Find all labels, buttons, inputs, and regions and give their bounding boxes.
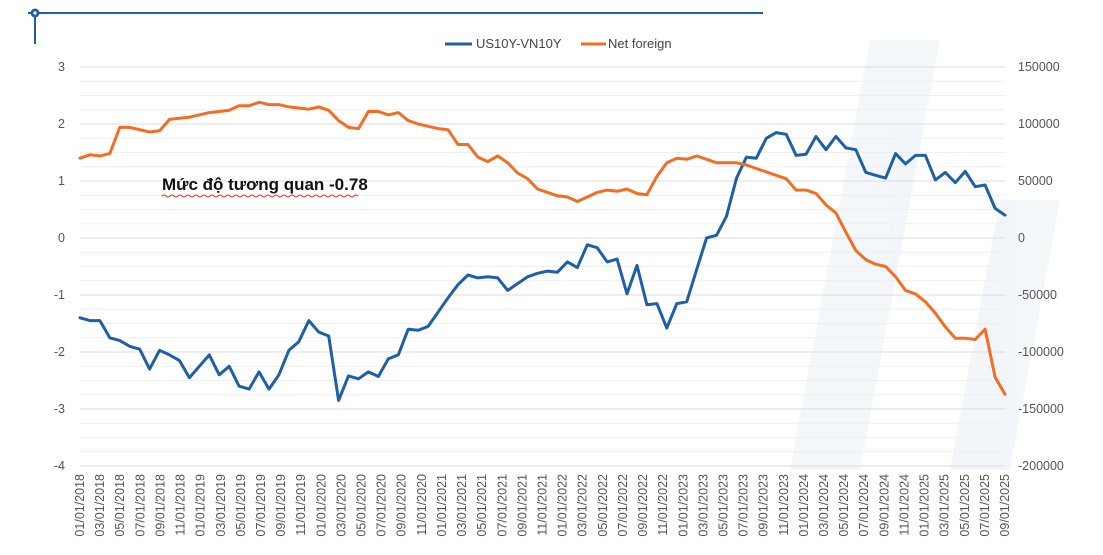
gridlines <box>80 66 1005 467</box>
x-tick-label: 09/01/2018 <box>153 474 167 537</box>
x-tick-label: 07/01/2019 <box>254 474 268 537</box>
x-tick-label: 11/01/2020 <box>415 474 429 536</box>
legend: US10Y-VN10Y Net foreign <box>445 36 672 51</box>
y-left-tick-label: 3 <box>58 60 65 74</box>
x-tick-label: 05/01/2024 <box>837 474 851 537</box>
x-tick-label: 03/01/2024 <box>817 474 831 537</box>
x-tick-label: 07/01/2024 <box>857 474 871 537</box>
x-tick-label: 01/01/2023 <box>676 474 690 537</box>
spellcheck-underline <box>161 194 359 198</box>
y-left-tick-label: -3 <box>54 402 65 416</box>
x-tick-label: 01/01/2019 <box>194 474 208 537</box>
y-left-tick-label: 1 <box>58 174 65 188</box>
x-tick-label: 05/01/2019 <box>234 474 248 537</box>
x-tick-label: 07/01/2023 <box>737 474 751 537</box>
x-tick-label: 11/01/2022 <box>656 474 670 536</box>
x-tick-label: 09/01/2023 <box>757 474 771 537</box>
y-left-tick-label: 0 <box>58 231 65 245</box>
x-tick-label: 07/01/2025 <box>978 474 992 537</box>
x-tick-label: 09/01/2019 <box>274 474 288 537</box>
x-tick-label: 03/01/2023 <box>696 474 710 537</box>
x-tick-label: 09/01/2020 <box>395 474 409 537</box>
x-tick-label: 09/01/2021 <box>515 474 529 537</box>
x-tick-label: 05/01/2018 <box>113 474 127 537</box>
x-tick-label: 07/01/2021 <box>495 474 509 537</box>
header-bar <box>28 8 763 44</box>
x-tick-label: 01/01/2018 <box>73 474 87 537</box>
x-tick-label: 01/01/2025 <box>918 474 932 537</box>
x-tick-label: 03/01/2021 <box>455 474 469 537</box>
y-left-tick-label: -2 <box>54 345 65 359</box>
x-tick-label: 03/01/2018 <box>93 474 107 537</box>
x-tick-label: 11/01/2023 <box>777 474 791 536</box>
x-tick-label: 05/01/2025 <box>958 474 972 537</box>
x-axis: 01/01/2018 03/01/2018 05/01/2018 07/01/2018… <box>73 474 1012 537</box>
x-tick-label: 11/01/2024 <box>897 474 911 536</box>
series-line-net-foreign <box>78 100 1007 396</box>
y-left-tick-label: -4 <box>54 459 65 473</box>
y-right-axis: 150000 100000 50000 0 -50000 -100000 -150000 -2… <box>1018 60 1064 473</box>
y-right-tick-label: -100000 <box>1018 345 1064 359</box>
x-tick-label: 11/01/2019 <box>294 474 308 536</box>
correlation-annotation: Mức độ tương quan -0.78 <box>162 175 368 194</box>
x-tick-label: 03/01/2025 <box>938 474 952 537</box>
x-tick-label: 09/01/2025 <box>998 474 1012 537</box>
x-tick-label: 01/01/2024 <box>797 474 811 537</box>
y-right-tick-label: -50000 <box>1018 288 1057 302</box>
y-right-tick-label: -150000 <box>1018 402 1064 416</box>
watermark <box>790 40 1060 470</box>
y-right-tick-label: 150000 <box>1018 60 1060 74</box>
x-tick-label: 05/01/2022 <box>596 474 610 537</box>
x-tick-label: 09/01/2024 <box>877 474 891 537</box>
series-line-us10y-vn10y <box>78 131 1007 402</box>
x-tick-label: 03/01/2020 <box>334 474 348 537</box>
legend-label-net-foreign: Net foreign <box>608 36 672 51</box>
series-lines <box>78 100 1007 402</box>
x-tick-label: 07/01/2022 <box>616 474 630 537</box>
y-left-axis: 3 2 1 0 -1 -2 -3 -4 <box>54 60 65 473</box>
x-tick-label: 01/01/2021 <box>435 474 449 537</box>
x-tick-label: 05/01/2023 <box>716 474 730 537</box>
y-right-tick-label: 0 <box>1018 231 1025 245</box>
y-right-tick-label: -200000 <box>1018 459 1064 473</box>
y-left-tick-label: -1 <box>54 288 65 302</box>
x-tick-label: 03/01/2019 <box>214 474 228 537</box>
x-tick-label: 01/01/2020 <box>314 474 328 537</box>
x-tick-label: 05/01/2021 <box>475 474 489 537</box>
x-tick-label: 01/01/2022 <box>556 474 570 537</box>
x-tick-label: 05/01/2020 <box>355 474 369 537</box>
legend-label-us10y-vn10y: US10Y-VN10Y <box>476 36 562 51</box>
x-tick-label: 07/01/2020 <box>375 474 389 537</box>
x-tick-label: 11/01/2018 <box>174 474 188 536</box>
x-tick-label: 07/01/2018 <box>133 474 147 537</box>
y-right-tick-label: 100000 <box>1018 117 1060 131</box>
y-left-tick-label: 2 <box>58 117 65 131</box>
x-tick-label: 09/01/2022 <box>636 474 650 537</box>
y-right-tick-label: 50000 <box>1018 174 1053 188</box>
gear-icon <box>30 8 40 18</box>
x-tick-label: 03/01/2022 <box>576 474 590 537</box>
x-tick-label: 11/01/2021 <box>536 474 550 536</box>
